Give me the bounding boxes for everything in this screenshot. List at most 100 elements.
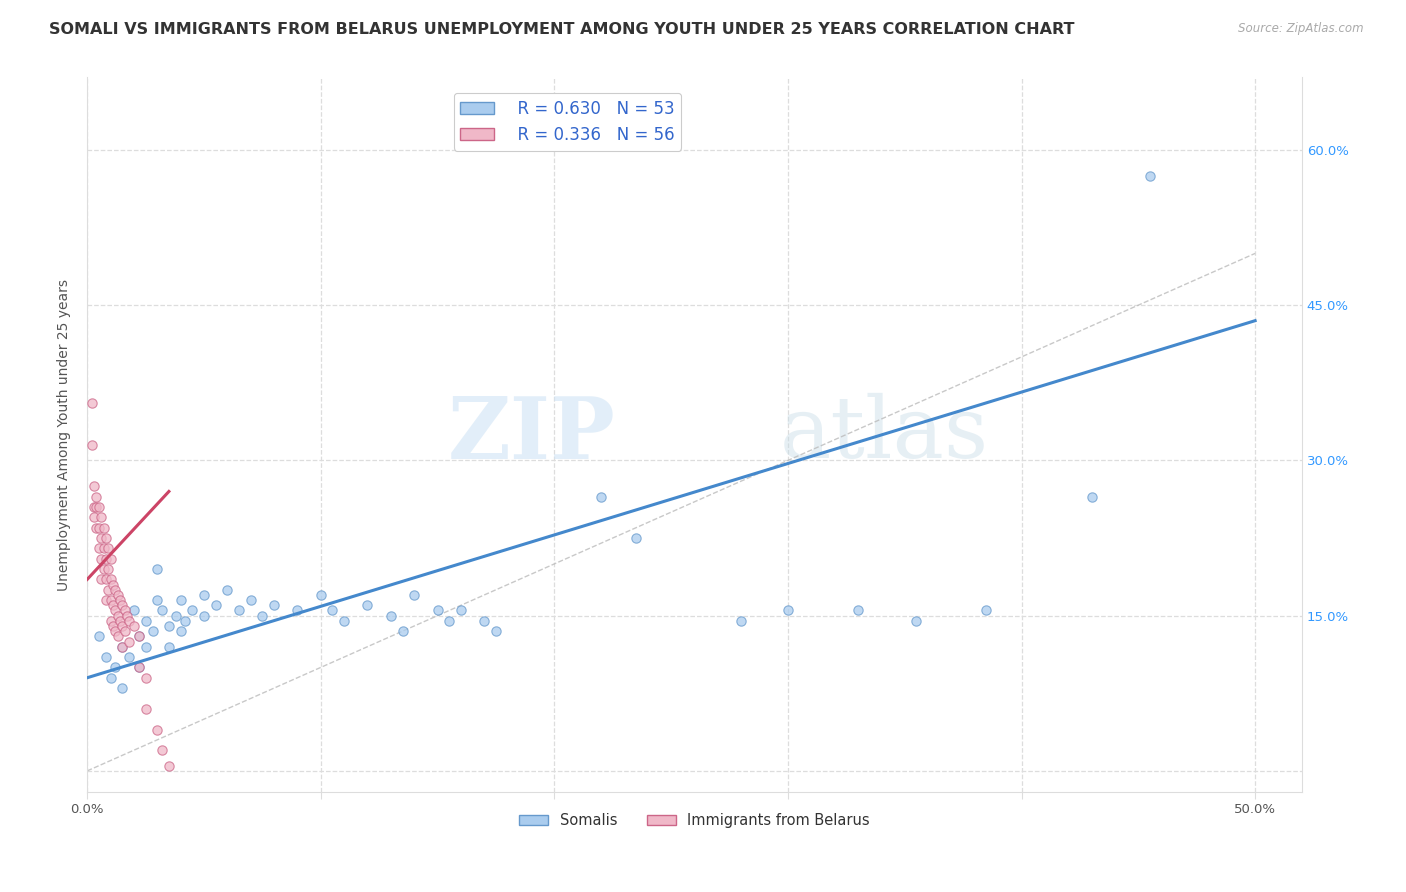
Point: [104, 624, 127, 639]
Point: [93, 562, 115, 576]
Point: [111, 599, 134, 613]
Point: [135, 702, 157, 716]
Point: [135, 614, 157, 628]
Point: [157, 640, 180, 654]
Point: [193, 588, 215, 602]
Point: [165, 608, 187, 623]
Point: [94, 573, 117, 587]
Point: [1139, 169, 1161, 183]
Point: [97, 541, 120, 556]
Point: [181, 603, 204, 617]
Point: [107, 629, 129, 643]
Point: [114, 624, 136, 639]
Point: [90, 510, 112, 524]
Point: [94, 551, 117, 566]
Text: atlas: atlas: [779, 393, 988, 476]
Point: [146, 723, 169, 737]
Point: [150, 603, 173, 617]
Point: [333, 614, 356, 628]
Point: [391, 624, 413, 639]
Point: [146, 593, 169, 607]
Point: [94, 531, 117, 545]
Point: [100, 593, 122, 607]
Point: [356, 599, 378, 613]
Point: [157, 758, 180, 772]
Text: SOMALI VS IMMIGRANTS FROM BELARUS UNEMPLOYMENT AMONG YOUTH UNDER 25 YEARS CORREL: SOMALI VS IMMIGRANTS FROM BELARUS UNEMPL…: [49, 22, 1074, 37]
Point: [111, 681, 134, 695]
Point: [111, 619, 134, 633]
Point: [228, 603, 250, 617]
Point: [450, 603, 472, 617]
Point: [108, 614, 131, 628]
Point: [93, 521, 115, 535]
Point: [128, 629, 150, 643]
Point: [97, 562, 120, 576]
Point: [100, 614, 122, 628]
Point: [80, 438, 103, 452]
Point: [94, 650, 117, 665]
Point: [107, 608, 129, 623]
Point: [128, 660, 150, 674]
Point: [905, 614, 928, 628]
Point: [142, 624, 165, 639]
Point: [1080, 490, 1102, 504]
Point: [404, 588, 426, 602]
Point: [107, 588, 129, 602]
Point: [104, 582, 127, 597]
Point: [90, 573, 112, 587]
Point: [118, 650, 141, 665]
Point: [94, 593, 117, 607]
Point: [426, 603, 449, 617]
Point: [204, 599, 226, 613]
Point: [321, 603, 343, 617]
Point: [309, 588, 332, 602]
Point: [146, 562, 169, 576]
Point: [101, 619, 124, 633]
Point: [287, 603, 309, 617]
Point: [776, 603, 799, 617]
Point: [589, 490, 612, 504]
Point: [174, 614, 197, 628]
Point: [87, 629, 110, 643]
Point: [976, 603, 998, 617]
Point: [846, 603, 869, 617]
Point: [150, 743, 173, 757]
Text: ZIP: ZIP: [447, 392, 616, 476]
Point: [86, 490, 108, 504]
Point: [108, 593, 131, 607]
Point: [128, 660, 150, 674]
Point: [87, 500, 110, 514]
Point: [100, 671, 122, 685]
Point: [135, 671, 157, 685]
Point: [86, 500, 108, 514]
Point: [624, 531, 647, 545]
Point: [100, 573, 122, 587]
Point: [86, 521, 108, 535]
Point: [157, 619, 180, 633]
Point: [101, 577, 124, 591]
Point: [169, 624, 191, 639]
Point: [80, 396, 103, 410]
Legend: Somalis, Immigrants from Belarus: Somalis, Immigrants from Belarus: [513, 807, 876, 834]
Point: [193, 608, 215, 623]
Point: [90, 551, 112, 566]
Point: [472, 614, 495, 628]
Point: [263, 599, 285, 613]
Point: [730, 614, 752, 628]
Point: [83, 510, 105, 524]
Point: [128, 629, 150, 643]
Point: [239, 593, 262, 607]
Point: [118, 634, 141, 648]
Point: [111, 640, 134, 654]
Point: [101, 599, 124, 613]
Point: [114, 603, 136, 617]
Point: [87, 541, 110, 556]
Point: [169, 593, 191, 607]
Point: [104, 660, 127, 674]
Point: [90, 531, 112, 545]
Point: [135, 640, 157, 654]
Point: [252, 608, 274, 623]
Point: [93, 541, 115, 556]
Point: [380, 608, 402, 623]
Point: [115, 608, 138, 623]
